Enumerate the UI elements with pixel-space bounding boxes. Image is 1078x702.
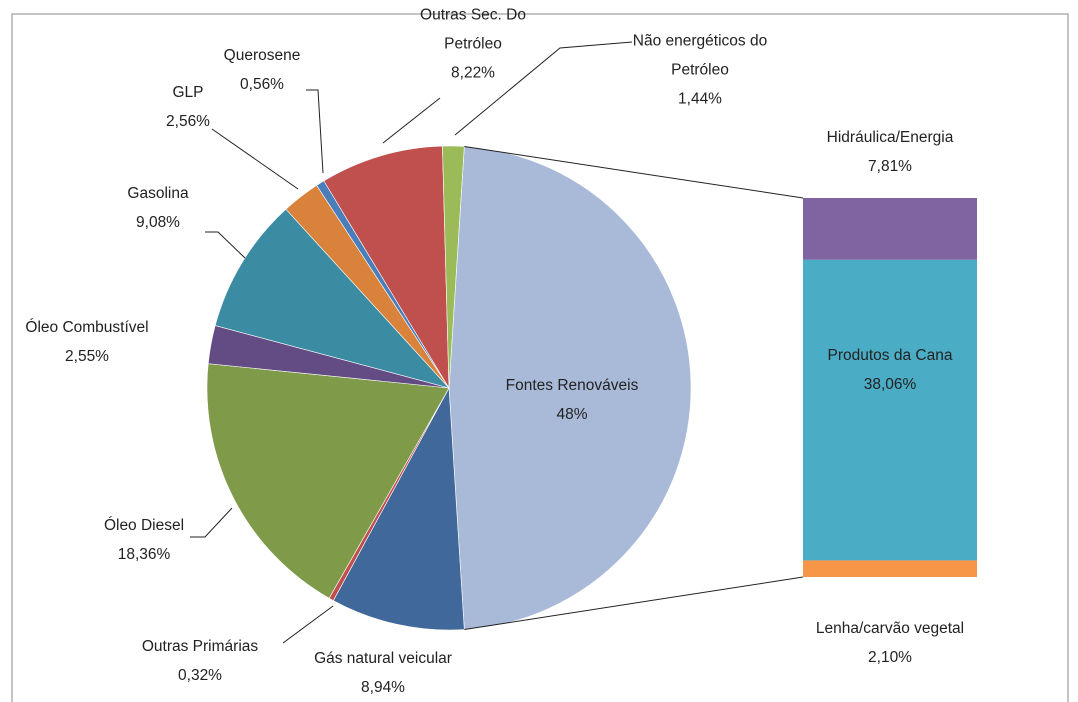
- data-label: Fontes Renováveis 48%: [492, 371, 652, 429]
- bar-segment: [803, 560, 977, 577]
- category-label: Outras Sec. Do Petróleo: [420, 6, 526, 53]
- category-label: Fontes Renováveis: [505, 377, 639, 394]
- connector: [464, 145, 804, 199]
- leader-line: [382, 97, 441, 144]
- data-label: Produtos da Cana 38,06%: [805, 341, 975, 399]
- pie-slice: [448, 146, 692, 630]
- data-label: GLP 2,56%: [138, 78, 238, 136]
- value-label: 38,06%: [863, 376, 917, 393]
- data-label: Gás natural veicular 8,94%: [283, 644, 483, 702]
- data-label: Óleo Combustível 2,55%: [2, 313, 172, 371]
- value-label: 2,55%: [65, 348, 109, 365]
- leader-line: [282, 605, 334, 644]
- category-label: Hidráulica/Energia: [826, 129, 954, 146]
- frame: [11, 13, 1069, 702]
- category-label: Gás natural veicular: [314, 650, 452, 667]
- category-label: Não energéticos do Petróleo: [632, 32, 768, 79]
- value-label: 18,36%: [117, 546, 171, 563]
- leader-line: [205, 231, 246, 259]
- value-label: 8,22%: [451, 64, 495, 82]
- category-label: Óleo Diesel: [103, 517, 185, 534]
- data-label: Gasolina 9,08%: [93, 179, 223, 237]
- value-label: 2,56%: [166, 113, 210, 130]
- pie-slice: [323, 145, 450, 390]
- value-label: 1,44%: [678, 90, 722, 108]
- category-label: Gasolina: [127, 185, 189, 202]
- value-label: 8,94%: [361, 679, 405, 696]
- data-label: Óleo Diesel 18,36%: [79, 511, 209, 569]
- category-label: Lenha/carvão vegetal: [815, 620, 965, 637]
- leader-line: [454, 41, 633, 136]
- data-label: Hidráulica/Energia 7,81%: [780, 123, 1000, 181]
- value-label: 0,56%: [240, 76, 284, 93]
- category-label: Óleo Combustível: [25, 319, 149, 336]
- leader-line: [211, 128, 299, 190]
- category-label: Outras Primárias: [141, 638, 259, 655]
- pie-slice: [206, 363, 450, 599]
- data-label: Não energéticos do Petróleo 1,44%: [610, 27, 790, 114]
- pie-slice: [332, 386, 465, 631]
- category-label: Produtos da Cana: [827, 347, 953, 364]
- connector: [464, 576, 804, 631]
- value-label: 9,08%: [136, 214, 180, 231]
- category-label: GLP: [172, 84, 204, 101]
- pie-slice: [442, 145, 465, 389]
- bar-segment: [803, 198, 977, 260]
- data-label: Lenha/carvão vegetal 2,10%: [775, 614, 1005, 672]
- bar-segment: [803, 259, 977, 561]
- value-label: 48%: [556, 406, 588, 423]
- leader-line: [190, 507, 233, 538]
- category-label: Querosene: [223, 47, 301, 64]
- data-label: Querosene 0,56%: [212, 41, 312, 99]
- data-label: Outras Sec. Do Petróleo 8,22%: [403, 1, 543, 88]
- leader-line: [306, 89, 324, 174]
- value-label: 7,81%: [868, 158, 912, 175]
- value-label: 0,32%: [178, 667, 222, 684]
- pie-slice: [214, 208, 450, 389]
- data-label: Outras Primárias 0,32%: [120, 632, 280, 690]
- value-label: 2,10%: [868, 649, 912, 666]
